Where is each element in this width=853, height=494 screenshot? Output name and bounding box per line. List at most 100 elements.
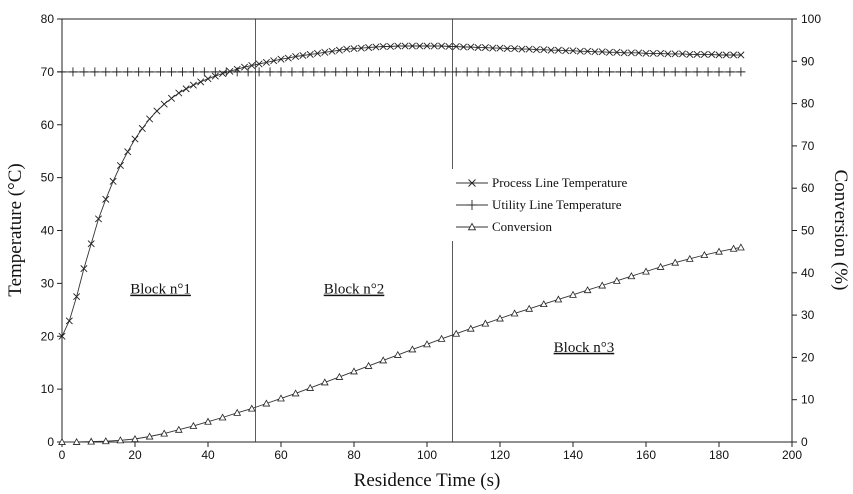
process-line-temperature-point <box>671 50 679 58</box>
block-label-3: Block n°3 <box>554 340 615 356</box>
y-tick-label: 0 <box>47 435 54 449</box>
conversion-point <box>700 251 709 258</box>
conversion-point <box>277 394 285 402</box>
x-tick-label: 160 <box>636 448 656 462</box>
utility-line-temperature-point <box>112 67 122 77</box>
utility-line-temperature-point <box>342 67 352 77</box>
y-tick-label: 50 <box>41 171 55 185</box>
process-line-temperature-point <box>343 45 351 53</box>
process-line-temperature-point <box>584 47 592 55</box>
x-axis-title: Residence Time (s) <box>354 470 501 491</box>
utility-line-temperature-point <box>429 67 439 77</box>
conversion-point <box>58 437 66 445</box>
x-tick-label: 80 <box>347 448 361 462</box>
process-line-temperature-point <box>416 42 424 50</box>
conversion-point <box>379 356 388 364</box>
utility-line-temperature-point <box>659 67 669 77</box>
utility-line-temperature-point <box>177 67 187 77</box>
utility-line-temperature-point <box>725 67 735 77</box>
y2-tick-label: 100 <box>801 12 821 26</box>
process-line-temperature-point <box>197 78 205 86</box>
conversion-point <box>510 309 519 317</box>
utility-line-temperature-point <box>550 67 560 77</box>
process-line-temperature-point <box>73 293 81 301</box>
process-line-temperature-point <box>94 215 103 223</box>
conversion-point <box>145 432 154 440</box>
process-line-temperature-point <box>722 51 730 59</box>
process-line-temperature-point <box>321 48 329 56</box>
process-line-temperature-point <box>496 44 504 52</box>
x-tick-label: 40 <box>201 448 215 462</box>
legend-label-1: Process Line Temperature <box>492 175 628 190</box>
process-line-temperature-point <box>737 51 745 59</box>
utility-line-temperature-point <box>605 67 614 77</box>
utility-line-temperature-point <box>386 67 395 77</box>
process-line-temperature-point <box>569 47 577 55</box>
conversion-point <box>569 290 577 298</box>
utility-line-temperature-point <box>265 67 275 77</box>
process-line-temperature-point <box>160 100 168 108</box>
process-line-temperature-point <box>693 50 701 58</box>
process-line-temperature-point <box>605 48 614 56</box>
y2-tick-label: 90 <box>801 54 815 68</box>
conversion-point <box>233 408 242 416</box>
y-tick-label: 40 <box>41 224 55 238</box>
process-line-temperature-point <box>328 47 336 55</box>
y2-tick-label: 20 <box>801 350 815 364</box>
utility-line-temperature-point <box>353 67 363 77</box>
y-tick-label: 30 <box>41 276 55 290</box>
utility-line-temperature-point <box>637 67 647 77</box>
conversion-point <box>306 383 315 391</box>
process-line-temperature-point <box>255 60 263 68</box>
utility-line-temperature-point <box>692 67 702 77</box>
conversion-point <box>247 404 256 412</box>
process-line-temperature-point <box>372 43 380 51</box>
process-line-temperature-point <box>394 42 402 50</box>
utility-line-temperature-point <box>528 67 538 77</box>
conversion-point <box>656 262 665 270</box>
conversion-point <box>101 437 110 445</box>
conversion-point <box>612 276 621 284</box>
process-line-temperature-line <box>61 45 741 337</box>
utility-line-temperature-point <box>199 67 209 77</box>
conversion-point <box>262 399 271 407</box>
utility-line-temperature-point <box>670 67 680 77</box>
y2-tick-label: 70 <box>801 139 815 153</box>
process-line-temperature-point <box>357 44 365 52</box>
utility-line-temperature-point <box>714 67 724 77</box>
conversion-point <box>204 417 212 425</box>
y-tick-label: 10 <box>41 382 55 396</box>
process-line-temperature-point <box>350 45 358 53</box>
conversion-point <box>715 247 723 255</box>
utility-line-temperature-point <box>79 67 89 77</box>
process-line-temperature-point <box>182 85 190 93</box>
process-line-temperature-point <box>730 51 738 59</box>
legend-marker-1 <box>468 179 476 187</box>
utility-line-temperature-point <box>298 67 308 77</box>
utility-line-temperature-point <box>309 67 319 77</box>
utility-line-temperature-point <box>583 67 593 77</box>
process-line-temperature-point <box>576 47 584 55</box>
process-line-temperature-point <box>481 44 489 52</box>
utility-line-temperature-point <box>462 67 472 77</box>
process-line-temperature-point <box>635 49 643 57</box>
process-line-temperature-point <box>131 135 139 143</box>
conversion-point <box>335 372 344 380</box>
process-line-temperature-point <box>146 115 154 123</box>
process-line-temperature-point <box>474 44 482 52</box>
y2-tick-label: 10 <box>801 393 815 407</box>
utility-line-temperature-point <box>90 67 100 77</box>
process-line-temperature-point <box>686 50 694 58</box>
process-line-temperature-point <box>124 148 132 156</box>
x-tick-label: 180 <box>709 448 729 462</box>
conversion-point <box>525 304 534 312</box>
legend-marker-2 <box>467 200 477 210</box>
conversion-point <box>174 425 183 433</box>
process-line-temperature-point <box>379 42 387 51</box>
process-line-temperature-point <box>408 42 416 50</box>
process-line-temperature-point <box>664 50 672 58</box>
conversion-point <box>481 319 490 327</box>
process-line-temperature-point <box>503 45 511 53</box>
process-line-temperature-point <box>401 42 409 50</box>
utility-line-temperature-point <box>626 67 636 77</box>
